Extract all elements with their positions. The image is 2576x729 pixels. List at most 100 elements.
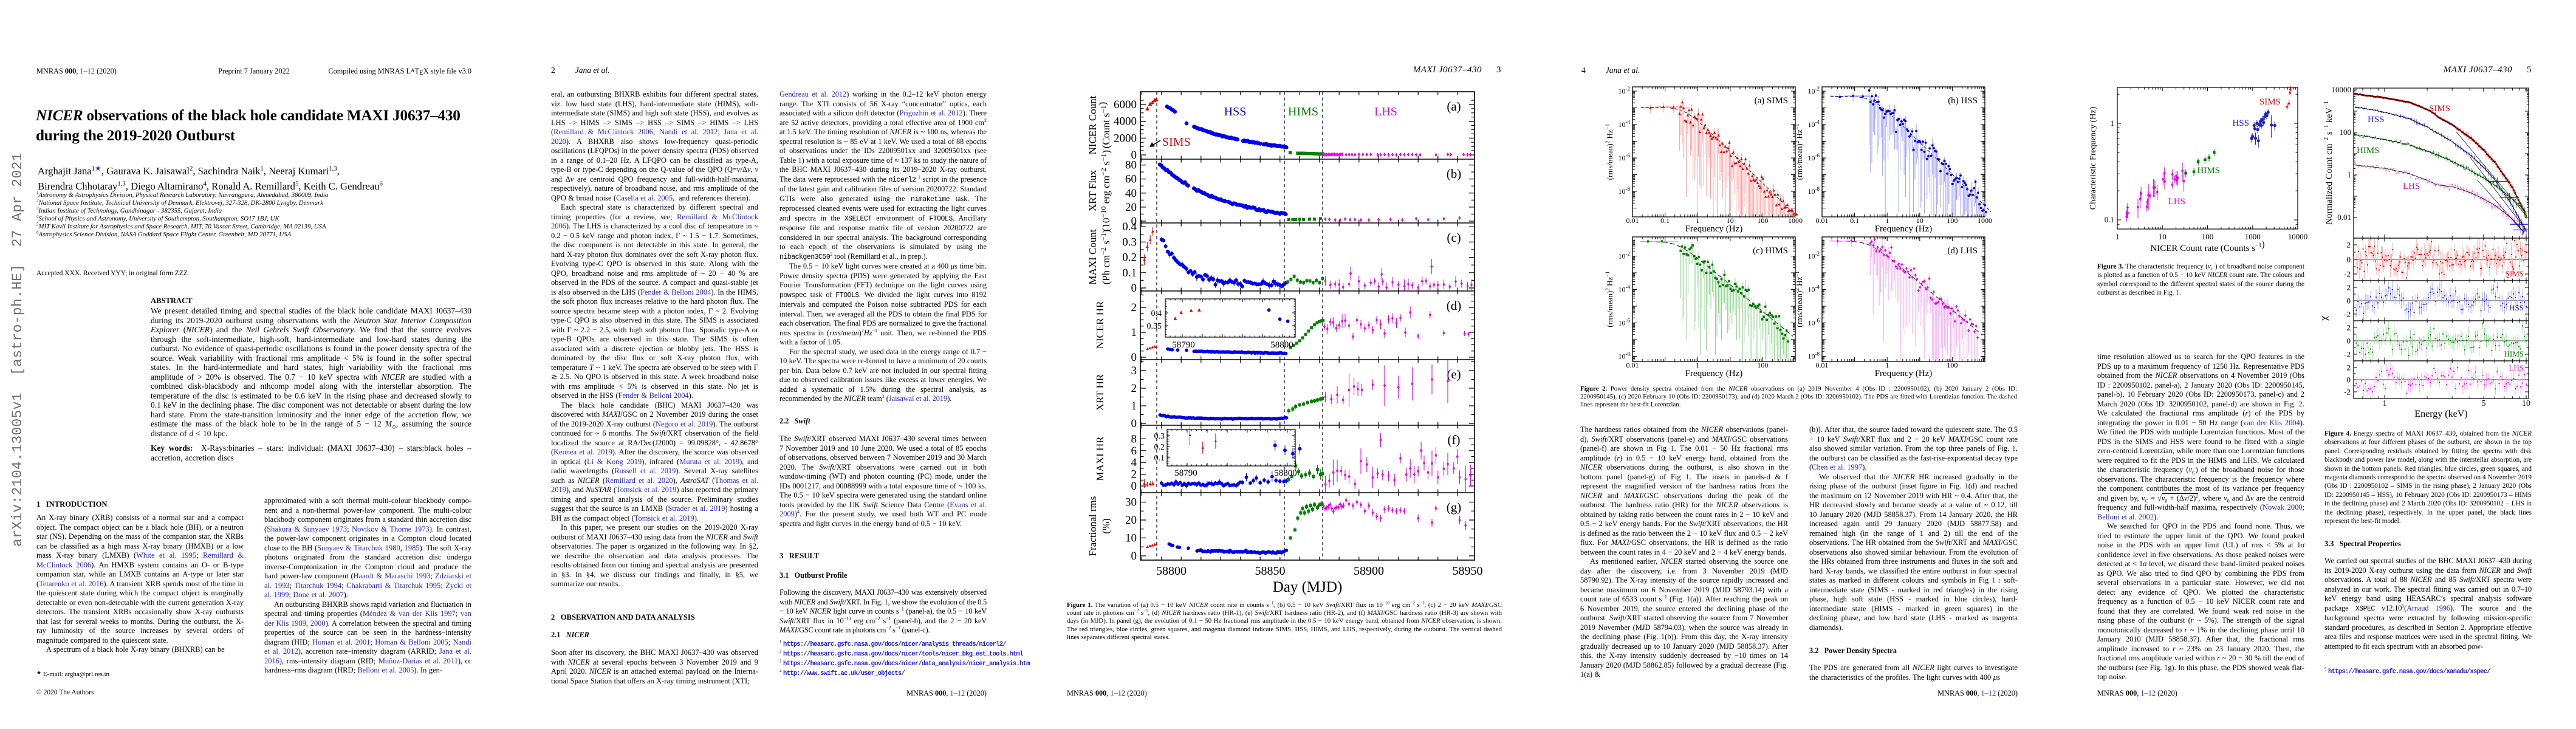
svg-text:(d) LHS: (d) LHS <box>1947 246 1978 256</box>
svg-text:1: 1 <box>1885 216 1889 225</box>
svg-text:Fractional rms: Fractional rms <box>1087 496 1098 556</box>
svg-text:LHS: LHS <box>1374 105 1397 118</box>
svg-text:0: 0 <box>2347 255 2351 264</box>
svg-text:10-2: 10-2 <box>1619 86 1631 95</box>
svg-text:8: 8 <box>1131 433 1137 445</box>
svg-text:10: 10 <box>1727 216 1734 225</box>
svg-text:LHS: LHS <box>2403 182 2420 191</box>
svg-text:(d): (d) <box>1447 298 1462 313</box>
svg-text:1: 1 <box>1131 400 1137 412</box>
svg-text:Energy (keV): Energy (keV) <box>2414 409 2467 419</box>
svg-text:1: 1 <box>2348 170 2352 179</box>
svg-text:2: 2 <box>1131 382 1137 395</box>
svg-text:0.4: 0.4 <box>1122 221 1137 233</box>
svg-text:60: 60 <box>1125 173 1137 186</box>
svg-text:58800: 58800 <box>1270 340 1293 350</box>
svg-text:Normalized Count cm−2 s−1 keV−: Normalized Count cm−2 s−1 keV−1 <box>2323 101 2334 225</box>
svg-text:LHS: LHS <box>2509 363 2524 372</box>
svg-text:4: 4 <box>1131 456 1137 469</box>
svg-text:1000: 1000 <box>1978 216 1992 225</box>
svg-text:Frequency (Hz): Frequency (Hz) <box>1875 224 1933 234</box>
svg-text:0.2: 0.2 <box>1154 443 1165 452</box>
svg-text:HSS: HSS <box>2232 118 2249 128</box>
svg-text:30: 30 <box>1125 496 1137 509</box>
svg-text:5: 5 <box>2482 399 2486 408</box>
svg-text:0: 0 <box>1131 550 1137 563</box>
svg-text:Day (MJD): Day (MJD) <box>1273 579 1343 595</box>
svg-text:HIMS: HIMS <box>2197 166 2220 176</box>
svg-text:10-8: 10-8 <box>1808 186 1820 196</box>
svg-text:6: 6 <box>1131 445 1137 457</box>
svg-text:100: 100 <box>1947 216 1958 225</box>
svg-text:10-6: 10-6 <box>1619 318 1631 327</box>
svg-text:58800: 58800 <box>1156 564 1187 578</box>
svg-text:0: 0 <box>2347 375 2351 385</box>
svg-text:-2: -2 <box>2344 310 2351 319</box>
svg-text:(rms/mean)2 Hz−1: (rms/mean)2 Hz−1 <box>1605 124 1614 180</box>
svg-text:10-4: 10-4 <box>1619 284 1631 294</box>
svg-text:1: 1 <box>2111 118 2115 128</box>
svg-text:10-8: 10-8 <box>1619 351 1631 361</box>
svg-text:20: 20 <box>1125 201 1137 214</box>
svg-text:SIMS: SIMS <box>2259 97 2281 107</box>
svg-text:10-2: 10-2 <box>1808 251 1820 261</box>
svg-text:2000: 2000 <box>1114 132 1137 145</box>
svg-text:(10−10 erg cm−2 s−1): (10−10 erg cm−2 s−1) <box>1099 150 1112 231</box>
svg-text:NICER Count: NICER Count <box>1087 95 1098 154</box>
svg-text:MAXI HR: MAXI HR <box>1094 436 1106 481</box>
svg-text:0: 0 <box>1131 480 1137 493</box>
svg-text:(b): (b) <box>1447 166 1462 181</box>
svg-text:(a): (a) <box>1447 99 1461 114</box>
svg-text:10-4: 10-4 <box>1619 119 1631 129</box>
svg-text:10-4: 10-4 <box>1808 119 1820 129</box>
svg-text:0: 0 <box>2347 337 2351 346</box>
svg-text:(Count s−1): (Count s−1) <box>1097 102 1112 149</box>
svg-text:0.01: 0.01 <box>1626 361 1639 369</box>
svg-text:100: 100 <box>2340 128 2352 137</box>
svg-text:0: 0 <box>1131 215 1137 228</box>
svg-text:1000: 1000 <box>2245 232 2261 241</box>
svg-text:10-8: 10-8 <box>1619 186 1631 196</box>
svg-text:LHS: LHS <box>2168 197 2185 207</box>
svg-text:58950: 58950 <box>1453 564 1483 578</box>
svg-text:10-6: 10-6 <box>1808 318 1820 327</box>
svg-text:0.35: 0.35 <box>1147 322 1162 331</box>
svg-text:Frequency (Hz): Frequency (Hz) <box>1685 369 1743 378</box>
svg-text:Frequency (Hz): Frequency (Hz) <box>1685 224 1743 234</box>
svg-text:HSS: HSS <box>2368 115 2385 125</box>
svg-text:10: 10 <box>2159 232 2167 241</box>
svg-text:XRT Flux: XRT Flux <box>1087 169 1098 211</box>
svg-text:10000: 10000 <box>2288 232 2308 241</box>
svg-text:(rms/mean)2 Hz−1: (rms/mean)2 Hz−1 <box>1794 124 1804 180</box>
svg-text:6000: 6000 <box>1114 98 1137 111</box>
svg-text:0.3: 0.3 <box>1122 236 1137 248</box>
svg-text:0: 0 <box>1131 417 1137 430</box>
svg-text:Frequency (Hz): Frequency (Hz) <box>1875 369 1933 378</box>
svg-text:10-6: 10-6 <box>1808 152 1820 162</box>
svg-text:0: 0 <box>1131 282 1137 295</box>
svg-text:58790: 58790 <box>1174 468 1197 478</box>
svg-text:2: 2 <box>2347 241 2351 250</box>
svg-text:MAXI Count: MAXI Count <box>1087 229 1098 284</box>
svg-text:0: 0 <box>1131 351 1137 364</box>
svg-text:0.1: 0.1 <box>1122 267 1137 279</box>
svg-text:-2: -2 <box>2344 388 2351 397</box>
svg-text:(e): (e) <box>1447 367 1461 382</box>
svg-text:(c) HIMS: (c) HIMS <box>1753 246 1788 256</box>
svg-text:10000: 10000 <box>2332 85 2352 94</box>
svg-text:3: 3 <box>1131 364 1137 377</box>
svg-text:0.01: 0.01 <box>1626 216 1639 225</box>
svg-text:(a) SIMS: (a) SIMS <box>1755 96 1788 106</box>
svg-text:0.4: 0.4 <box>1151 309 1162 318</box>
svg-text:2: 2 <box>1131 301 1137 314</box>
svg-text:1: 1 <box>1131 326 1137 339</box>
svg-text:10-8: 10-8 <box>1808 351 1820 361</box>
svg-text:0: 0 <box>1131 149 1137 162</box>
svg-text:HIMS: HIMS <box>2504 349 2524 358</box>
svg-text:0.1: 0.1 <box>1154 454 1165 463</box>
svg-text:HSS: HSS <box>2509 303 2524 312</box>
svg-text:58850: 58850 <box>1255 564 1286 578</box>
svg-text:1: 1 <box>1696 361 1699 369</box>
svg-text:-2: -2 <box>2344 350 2351 359</box>
svg-text:58800: 58800 <box>1274 468 1297 478</box>
